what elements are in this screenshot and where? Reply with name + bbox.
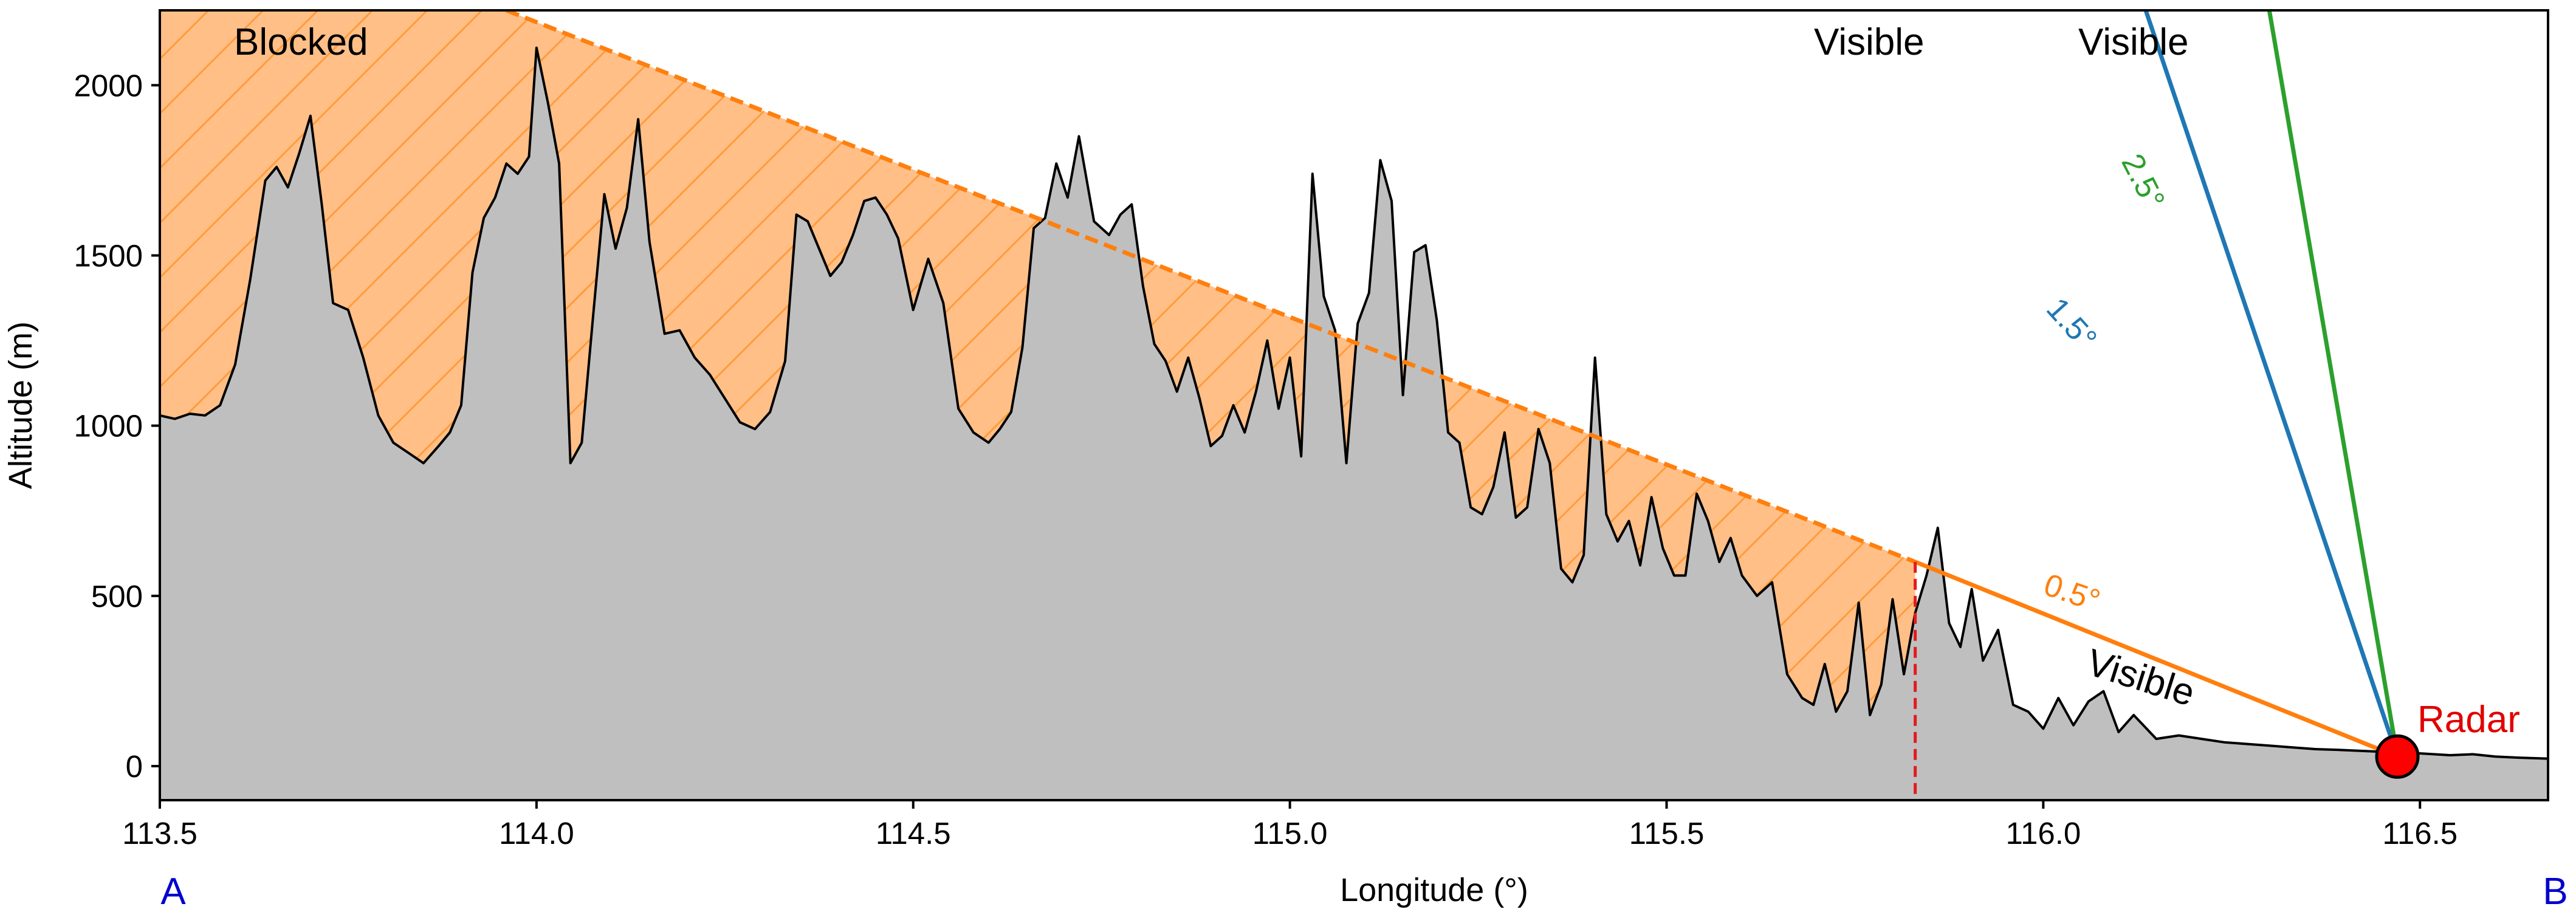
y-tick-label: 500 <box>91 579 143 614</box>
plot-frame <box>159 9 2549 801</box>
visible-label-1.5: Visible <box>1814 21 1925 63</box>
endpoint-end-label: B <box>2543 871 2567 913</box>
terrain-profile-line <box>160 46 2548 760</box>
blocked-region-hatch <box>160 10 1915 715</box>
beam-label-1.5: 1.5° <box>2039 291 2103 357</box>
y-tick-label: 1500 <box>74 238 143 273</box>
visible-label-2.5: Visible <box>2078 21 2189 63</box>
y-tick-label: 0 <box>126 749 143 784</box>
x-axis-ticks: 113.5 114.0 114.5 115.0 115.5 116.0 116.5 <box>122 800 2458 851</box>
beam-0.5-blocked-segment <box>506 10 1916 564</box>
beam-label-2.5: 2.5° <box>2114 148 2171 214</box>
x-tick-label: 115.5 <box>1629 816 1705 851</box>
endpoint-start-label: A <box>160 871 186 913</box>
beam-0.5-visible-segment <box>1914 560 2399 759</box>
x-tick-label: 113.5 <box>122 816 197 851</box>
x-tick-label: 115.0 <box>1252 816 1328 851</box>
x-tick-label: 114.0 <box>499 816 574 851</box>
radar-marker <box>2375 734 2420 779</box>
x-tick-label: 114.5 <box>876 816 951 851</box>
y-tick-label: 2000 <box>74 68 143 103</box>
beam-label-0.5: 0.5° <box>2039 567 2104 619</box>
beam-2.5-line <box>2267 10 2400 757</box>
x-tick-label: 116.5 <box>2382 816 2458 851</box>
x-axis-label: Longitude (°) <box>1340 872 1528 908</box>
radar-label: Radar <box>2417 699 2520 741</box>
blocked-label: Blocked <box>234 21 368 63</box>
beam-1.5-line <box>2143 10 2400 758</box>
y-axis-label: Altitude (m) <box>2 321 39 489</box>
y-tick-label: 1000 <box>74 409 143 444</box>
y-axis-ticks: 0 500 1000 1500 2000 <box>74 68 160 784</box>
terrain-area <box>160 47 2548 800</box>
x-tick-label: 116.0 <box>2005 816 2081 851</box>
